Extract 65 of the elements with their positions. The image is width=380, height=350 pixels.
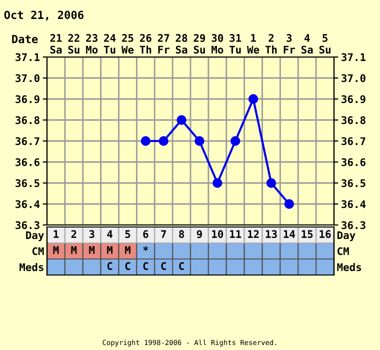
y-tick-label: 36.6 [16, 158, 40, 166]
x-tick-label: 29 Su [194, 34, 206, 54]
y-tick-label: 36.9 [16, 95, 40, 104]
x-tick-label: 9 [196, 230, 202, 238]
x-tick-label: 31 Tu [230, 34, 242, 54]
x-tick-label: 22 Su [68, 34, 80, 54]
x-tick-label: 23 Mo [86, 34, 98, 54]
text: M [53, 246, 59, 254]
text: C [161, 262, 166, 270]
text: M [71, 246, 77, 254]
chart-title: Oct 21, 2006 [4, 10, 84, 20]
x-tick-label: 4 Sa [301, 34, 313, 54]
x-tick-label: 7 [161, 230, 166, 238]
text: * [143, 246, 148, 251]
x-tick-label: 3 Fr [284, 34, 296, 54]
x-tick-label: 13 [266, 230, 277, 238]
x-tick-label: 2 [71, 230, 76, 238]
y-tick-label: 37.0 [16, 74, 40, 82]
text: M [107, 246, 112, 254]
x-tick-label: 26 Th [140, 34, 152, 54]
point [194, 136, 204, 146]
x-tick-label: 2 Th [265, 34, 277, 54]
point [212, 178, 222, 188]
point [248, 94, 258, 104]
text: C [179, 262, 184, 270]
y-tick-label: 36.3 [16, 221, 40, 230]
x-tick-label: 28 Sa [176, 34, 188, 54]
x-axis-title: Day [26, 231, 44, 242]
x-tick-label: 30 Mo [212, 34, 224, 54]
x-tick-label: 1 We [247, 34, 260, 54]
text: C [125, 262, 130, 270]
text: C [107, 262, 112, 270]
x-tick-label: 21 Sa [50, 34, 62, 54]
text: M [89, 246, 95, 254]
x-tick-label: 27 Fr [158, 34, 170, 54]
x-tick-label: 14 [284, 230, 295, 238]
y-tick-label: 36.4 [16, 200, 40, 208]
x-tick-label: 5 Su [319, 34, 330, 54]
x-axis-title: Date [12, 34, 38, 44]
x-tick-label: 4 [107, 230, 112, 238]
y-tick-label: 36.7 [16, 137, 40, 146]
x-tick-label: 8 [179, 230, 184, 238]
x-tick-label: 25 We [121, 34, 134, 54]
x-tick-label: 16 [320, 230, 331, 238]
y-tick-label: 36.5 [16, 179, 40, 188]
point [140, 136, 151, 146]
point [266, 178, 276, 188]
text: M [125, 246, 130, 254]
x-tick-label: 3 [89, 230, 94, 238]
y-tick-label: 37.1 [16, 53, 40, 62]
text: C [143, 262, 148, 270]
point [284, 199, 294, 209]
point [158, 136, 168, 146]
x-tick-label: 15 [302, 230, 313, 238]
x-tick-label: 24 Tu [104, 34, 116, 54]
x-tick-label: 1 [54, 230, 59, 238]
point [176, 115, 186, 125]
x-tick-label: 11 [230, 230, 242, 238]
x-tick-label: 10 [212, 230, 224, 238]
text: Day [337, 231, 356, 242]
x-tick-label: 6 [143, 230, 148, 238]
point [230, 136, 240, 146]
y-tick-label: 36.8 [16, 116, 40, 124]
x-tick-label: 12 [248, 230, 259, 238]
x-tick-label: 5 [125, 230, 130, 238]
